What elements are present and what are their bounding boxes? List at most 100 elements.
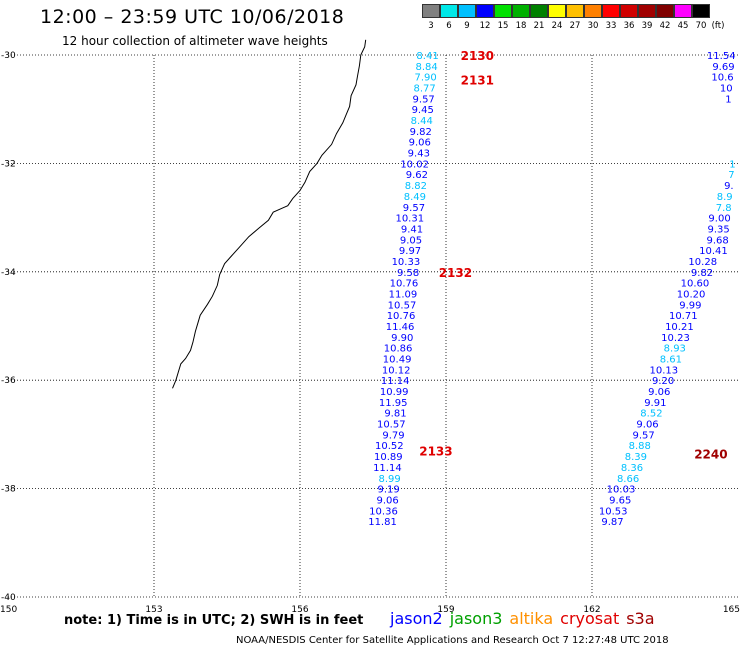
colorbar-label: 12 bbox=[479, 21, 491, 31]
wave-height-value: 8.99 bbox=[378, 474, 400, 485]
wave-height-value: 9.81 bbox=[384, 409, 406, 420]
satellite-legend-altika: altika bbox=[509, 609, 554, 628]
map-gridlines bbox=[8, 54, 738, 598]
wave-height-value: 10.76 bbox=[390, 279, 419, 290]
wave-height-value: 8.82 bbox=[405, 181, 427, 192]
pass-time-label: 2132 bbox=[439, 266, 472, 280]
wave-height-value: 8.52 bbox=[640, 409, 662, 420]
wave-height-value: 10.60 bbox=[681, 279, 710, 290]
colorbar-label: 15 bbox=[497, 21, 509, 31]
colorbar-swatch bbox=[656, 4, 674, 18]
wave-height-value: 8.49 bbox=[404, 192, 426, 203]
wave-height-value: 10.28 bbox=[688, 257, 717, 268]
wave-height-value: 10.86 bbox=[384, 344, 413, 355]
colorbar-swatch bbox=[566, 4, 584, 18]
wave-height-value: 10.13 bbox=[649, 365, 678, 376]
wave-height-value: 11.46 bbox=[386, 322, 415, 333]
wave-height-value: 1 bbox=[729, 159, 735, 170]
wave-height-value: 10.41 bbox=[699, 246, 728, 257]
colorbar-label: 27 bbox=[569, 21, 581, 31]
pass-time-label: 2130 bbox=[461, 49, 494, 63]
wave-height-value: 10.31 bbox=[395, 214, 424, 225]
wave-height-value: 10 bbox=[720, 84, 733, 95]
colorbar-label: 30 bbox=[587, 21, 599, 31]
wave-height-value: 9.82 bbox=[691, 268, 713, 279]
colorbar-legend: 3 6 9 12 15 18 21 24 27 30 33 36 39 42 45 70 (ft) bbox=[422, 4, 724, 31]
latitude-tick-label: -38 bbox=[1, 485, 16, 495]
axis-tick-labels: 150 153 156 159 162 165 -30 -32 -34 -36 -38 -40 bbox=[0, 51, 740, 615]
wave-height-value: 8.61 bbox=[660, 355, 682, 366]
wave-height-value: 7.90 bbox=[414, 73, 436, 84]
colorbar-swatch bbox=[476, 4, 494, 18]
wave-height-value: 9.90 bbox=[391, 333, 413, 344]
colorbar-labels: 3 6 9 12 15 18 21 24 27 30 33 36 39 42 45 70 (ft) bbox=[422, 18, 724, 31]
wave-height-value: 1 bbox=[725, 94, 731, 105]
colorbar-swatches bbox=[422, 4, 710, 18]
wave-height-value: 11.09 bbox=[389, 289, 418, 300]
colorbar-label: 45 bbox=[677, 21, 689, 31]
wave-height-value: 11.54 bbox=[707, 51, 736, 62]
wave-height-value: 9. bbox=[724, 181, 734, 192]
wave-height-value: 9.87 bbox=[601, 517, 623, 528]
wave-height-value: 10.52 bbox=[375, 441, 404, 452]
colorbar-swatch bbox=[422, 4, 440, 18]
wave-height-value: 11.95 bbox=[379, 398, 408, 409]
coastline bbox=[172, 39, 367, 389]
pass-time-label: 2240 bbox=[694, 447, 727, 461]
wave-height-value: 9.00 bbox=[708, 214, 730, 225]
colorbar-label: 9 bbox=[464, 21, 470, 31]
wave-height-value: 10.23 bbox=[661, 333, 690, 344]
wave-height-value: 9.91 bbox=[644, 398, 666, 409]
wave-height-value: 10.21 bbox=[665, 322, 694, 333]
wave-height-value: 10.71 bbox=[669, 311, 698, 322]
colorbar-swatch bbox=[674, 4, 692, 18]
wave-height-value: 7.8 bbox=[716, 203, 732, 214]
latitude-tick-label: -34 bbox=[1, 268, 16, 278]
wave-height-value: 11.14 bbox=[381, 376, 410, 387]
wave-height-value: 10.53 bbox=[599, 506, 628, 517]
colorbar-label: 24 bbox=[551, 21, 563, 31]
colorbar-label: 36 bbox=[623, 21, 635, 31]
wave-height-value: 9.20 bbox=[652, 376, 674, 387]
altimeter-tracks: 8.418.847.908.779.579.458.449.829.069.43… bbox=[368, 51, 735, 528]
colorbar-swatch bbox=[512, 4, 530, 18]
wave-height-value: 9.68 bbox=[706, 235, 728, 246]
longitude-tick-label: 150 bbox=[0, 605, 17, 615]
wave-height-value: 10.57 bbox=[388, 300, 417, 311]
wave-height-value: 10.20 bbox=[677, 289, 706, 300]
wave-height-value: 9.65 bbox=[609, 495, 631, 506]
wave-height-value: 9.69 bbox=[712, 62, 734, 73]
footnote: note: 1) Time is in UTC; 2) SWH is in fe… bbox=[64, 613, 364, 628]
wave-height-value: 8.39 bbox=[625, 452, 647, 463]
wave-height-value: 10.33 bbox=[392, 257, 421, 268]
colorbar-label: 39 bbox=[641, 21, 653, 31]
wave-height-value: 11.14 bbox=[373, 463, 402, 474]
longitude-tick-label: 156 bbox=[291, 605, 308, 615]
wave-height-value: 9.41 bbox=[401, 224, 423, 235]
wave-height-value: 8.36 bbox=[621, 463, 643, 474]
wave-height-value: 8.88 bbox=[629, 441, 651, 452]
colorbar-label: 3 bbox=[428, 21, 434, 31]
wave-height-value: 9.62 bbox=[406, 170, 428, 181]
wave-height-value: 9.05 bbox=[400, 235, 422, 246]
wave-height-value: 9.99 bbox=[679, 300, 701, 311]
wave-height-value: 10.12 bbox=[382, 365, 411, 376]
latitude-tick-label: -40 bbox=[1, 593, 16, 603]
latitude-tick-label: -36 bbox=[1, 376, 16, 386]
colorbar-swatch bbox=[548, 4, 566, 18]
satellite-legend-jason3: jason3 bbox=[449, 609, 503, 628]
wave-height-value: 10.76 bbox=[387, 311, 416, 322]
wave-height-value: 9.43 bbox=[408, 149, 430, 160]
wave-height-value: 9.57 bbox=[413, 94, 435, 105]
track-jason2: 8.418.847.908.779.579.458.449.829.069.43… bbox=[368, 51, 438, 528]
wave-height-value: 9.06 bbox=[636, 420, 658, 431]
wave-height-value: 8.9 bbox=[717, 192, 733, 203]
credit-line: NOAA/NESDIS Center for Satellite Applica… bbox=[236, 635, 669, 646]
wave-height-value: 9.45 bbox=[412, 105, 434, 116]
wave-height-value: 9.58 bbox=[397, 268, 419, 279]
wave-height-value: 9.79 bbox=[382, 430, 404, 441]
wave-height-value: 10.36 bbox=[369, 506, 398, 517]
map-title: 12:00 – 23:59 UTC 10/06/2018 bbox=[40, 6, 345, 28]
wave-height-value: 9.06 bbox=[648, 387, 670, 398]
